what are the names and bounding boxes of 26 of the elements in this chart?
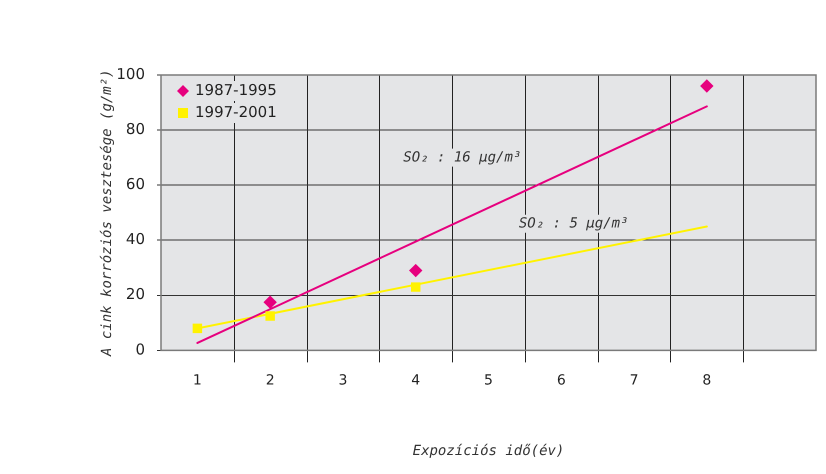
legend-label: 1987-1995 (195, 80, 277, 99)
x-axis-title: Expozíciós idő(év) (412, 443, 564, 460)
x-tick-label: 3 (338, 372, 348, 388)
y-tick-label: 40 (126, 230, 145, 248)
y-tick-label: 80 (126, 120, 145, 138)
point (700, 80, 714, 93)
x-tick-label: 1 (192, 372, 202, 388)
y-tick-label: 0 (135, 340, 145, 358)
x-tick-label: 2 (266, 372, 275, 388)
y-tick-label: 60 (126, 175, 145, 194)
annotation: SO₂ : 16 µg/m³ (403, 149, 522, 166)
x-tick-label: 7 (630, 372, 639, 388)
annotation: SO₂ : 5 µg/m³ (518, 215, 628, 232)
x-tick-label: 6 (556, 372, 566, 388)
point (265, 311, 275, 321)
point (264, 296, 277, 309)
legend-label: 1997-2001 (195, 102, 277, 121)
point (410, 282, 420, 292)
x-tick-label: 5 (484, 372, 493, 388)
x-tick-label: 4 (411, 372, 420, 388)
point (409, 264, 422, 278)
y-axis-title: A cink korróziós vesztesége (g/m²) (99, 69, 116, 357)
point (192, 324, 202, 334)
y-tick-label: 100 (116, 64, 145, 83)
y-tick-label: 20 (126, 285, 145, 304)
x-tick-label: 8 (702, 372, 712, 388)
